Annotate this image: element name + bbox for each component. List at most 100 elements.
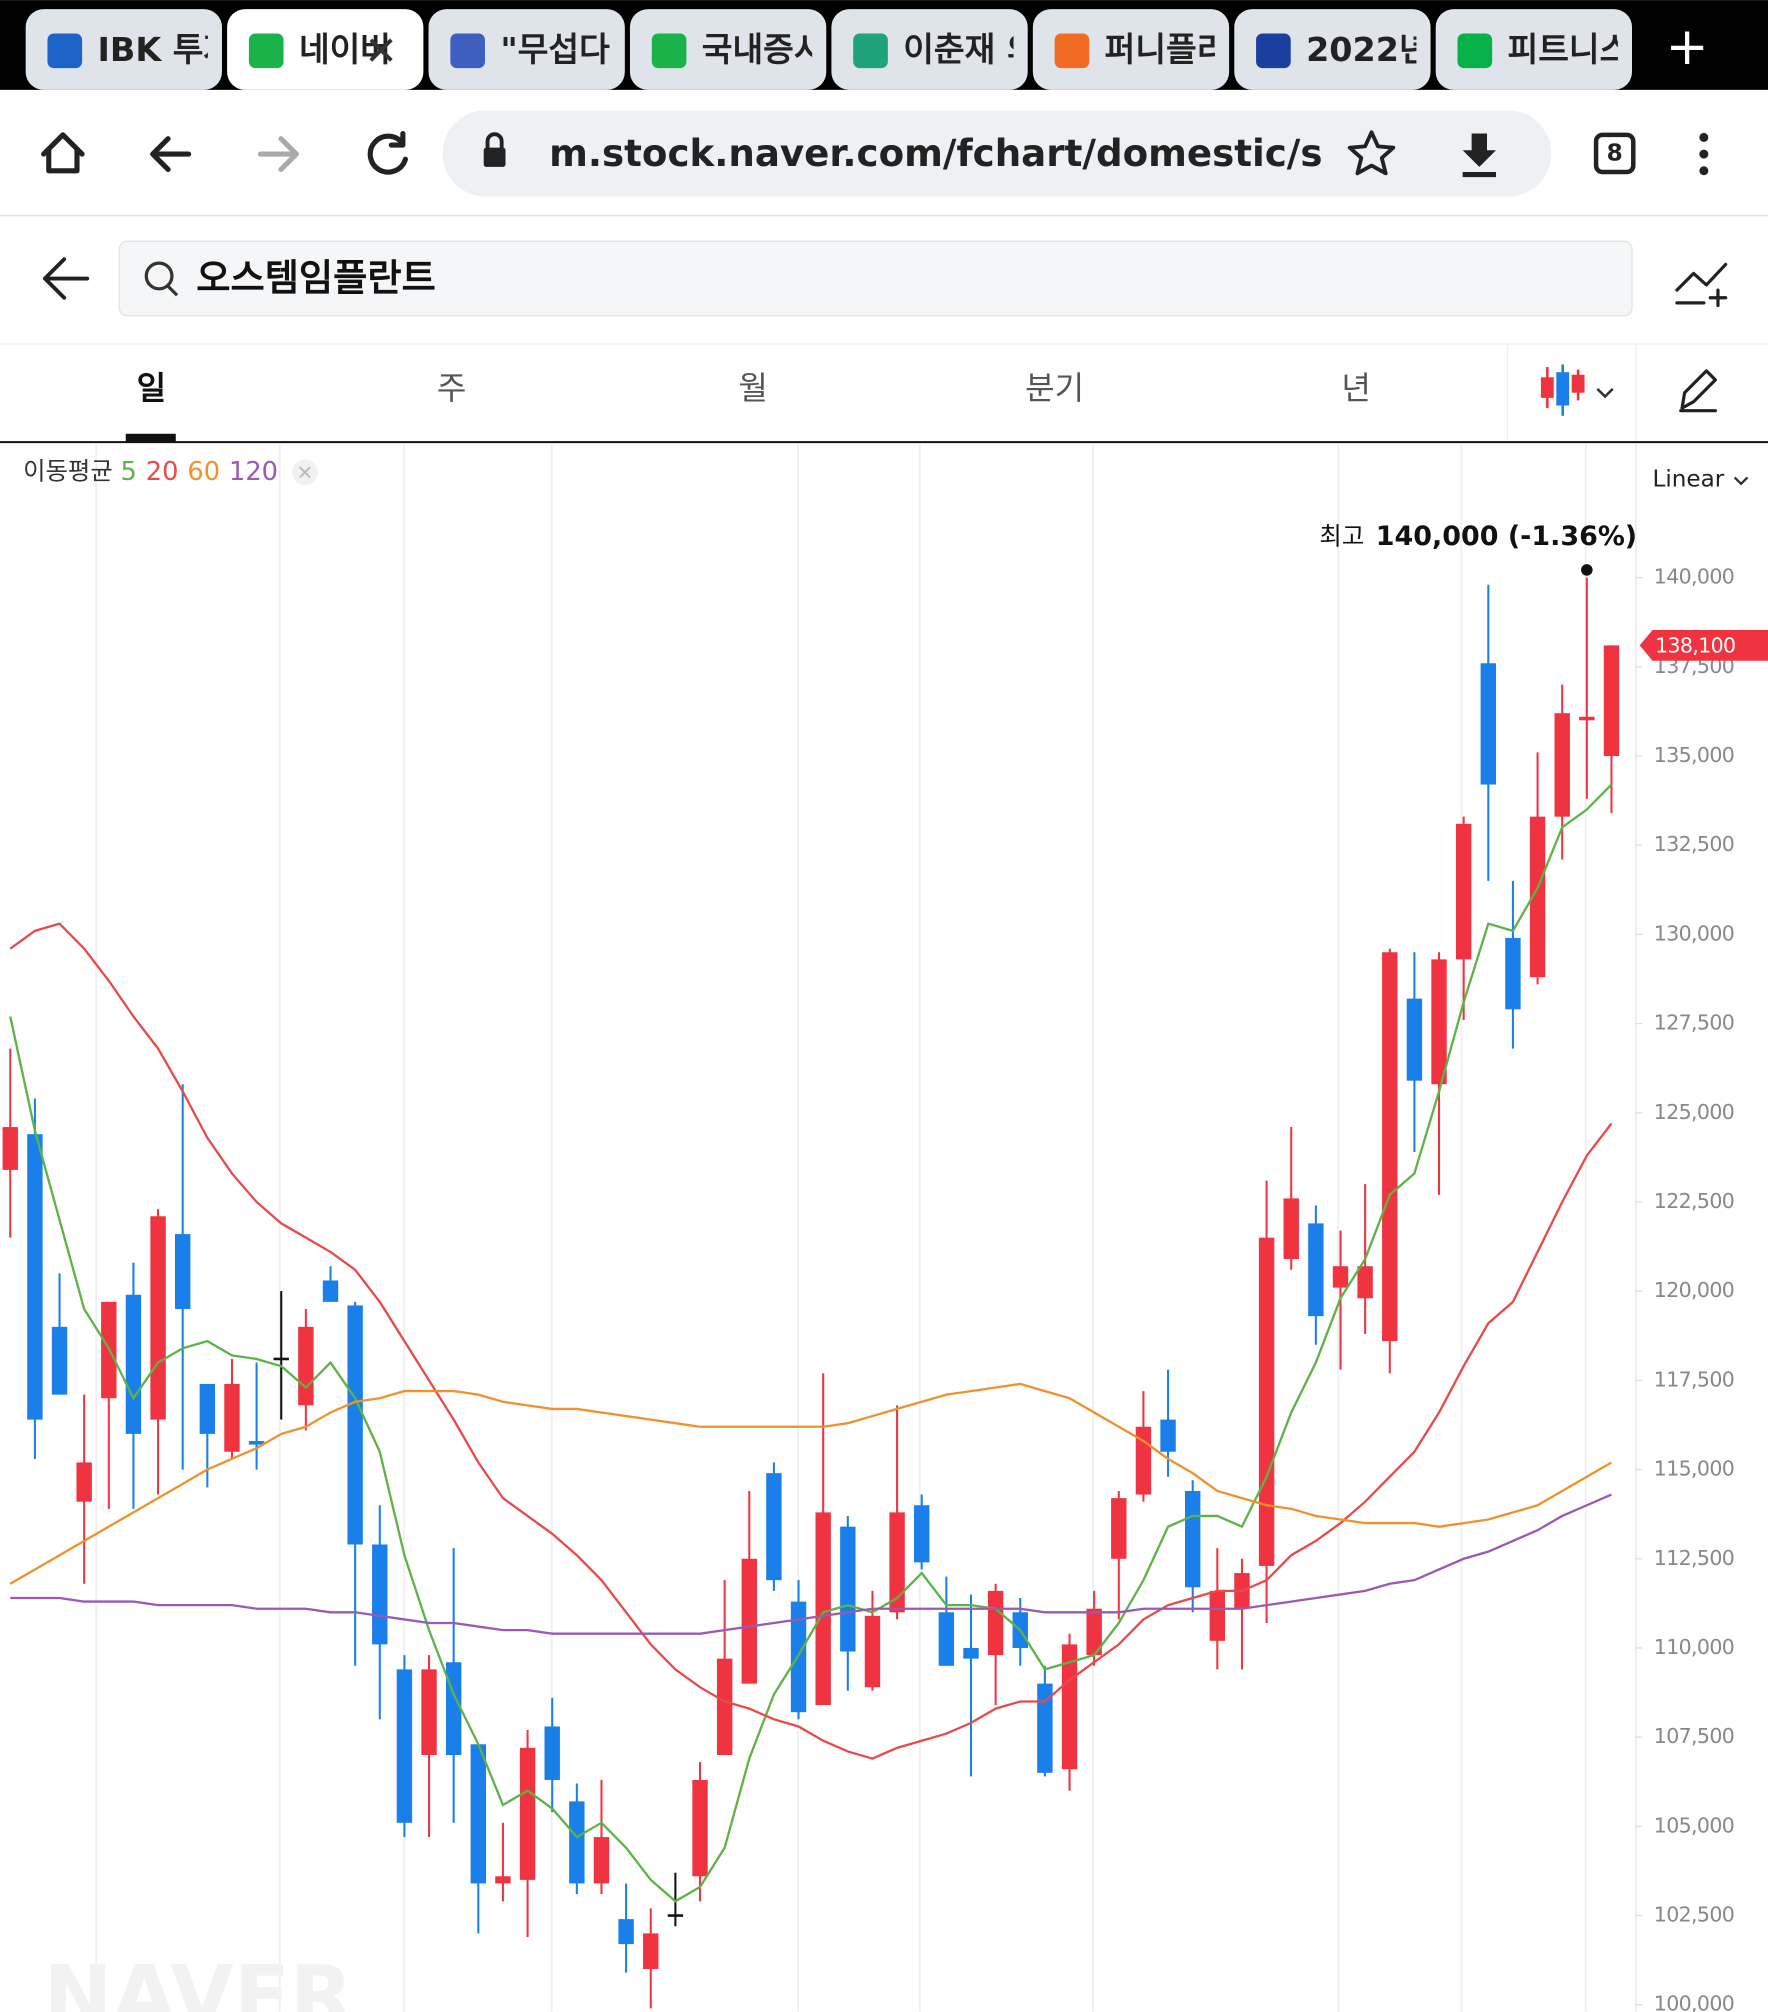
y-tick-label: 127,500 [1654,1011,1734,1035]
candle-body [495,1876,511,1884]
period-tab[interactable]: 년 [1341,369,1371,407]
candle-body [1308,1223,1324,1317]
tab[interactable]: 이춘재 의 [831,9,1037,90]
tab[interactable]: 네이버 [227,9,424,90]
candle-body [1283,1198,1299,1260]
menu-button[interactable] [1699,132,1709,176]
candle-body [298,1326,314,1406]
candle-body [643,1933,659,1970]
candle-body [987,1590,1004,1656]
legend-entry: 20 [146,457,179,487]
new-tab[interactable]: + [1666,17,1709,77]
period-tabs: 일 주 월 분기 년 [137,369,1371,407]
y-tick-label: 110,000 [1654,1635,1734,1659]
y-tick-label: 115,000 [1654,1457,1734,1481]
candle-body [1086,1608,1102,1656]
y-tick-label: 112,500 [1654,1546,1734,1570]
reload-button[interactable] [367,130,408,175]
y-tick-label: 120,000 [1654,1278,1734,1302]
candle-body [889,1512,905,1613]
page-back[interactable] [42,257,90,300]
last-price-label: 138,100 [1655,634,1735,658]
candle-body [421,1669,437,1756]
forward-button[interactable] [257,136,299,173]
y-tick-label: 107,500 [1654,1724,1734,1748]
high-marker [1581,564,1593,576]
candle-body [692,1779,708,1877]
tab[interactable]: IBK 투자 [25,9,235,90]
bookmark-button[interactable] [1347,130,1396,176]
candle-body [199,1383,216,1434]
tab-counter[interactable] [1593,132,1636,175]
high-value: 140,000 (-1.36%) [1376,521,1637,552]
candle-body [1455,823,1472,960]
candle-body [372,1544,388,1645]
candle-body [1554,713,1570,817]
chart-type-button[interactable] [1540,364,1614,416]
candle-body [347,1305,363,1545]
back-button[interactable] [150,136,192,173]
legend-close-x [299,466,311,479]
draw-button[interactable] [1679,369,1717,413]
tab-background [428,9,625,90]
y-axis: 100,000 102,500 105,000 107,500 110,000 112,5… [1635,565,1768,2012]
tab[interactable]: 퍼니플리 [1032,9,1230,90]
legend-entry: 120 [229,457,278,487]
download-button[interactable] [1462,133,1496,178]
candle-body [1603,645,1620,757]
candle-body [1505,937,1521,1010]
candle-body [1160,1419,1176,1452]
candle-body [1431,959,1447,1085]
period-tab[interactable]: 월 [738,369,768,407]
tab[interactable]: "무섭다 [428,9,625,90]
candle-body [938,1612,955,1666]
y-tick-label: 102,500 [1654,1903,1734,1927]
candle-body [150,1216,166,1420]
lock-shackle [485,132,504,149]
candle-body [1332,1266,1349,1288]
candle-body [175,1234,191,1310]
candle-body [27,1134,43,1420]
candle-body [667,1914,684,1917]
moving-average-line [10,1493,1612,1635]
y-tick-label: 132,500 [1654,832,1734,856]
tab-title: 피트니스 [1508,30,1631,69]
tab-close[interactable] [369,38,393,62]
candle-body [125,1294,142,1434]
scale-chevron [1733,476,1749,486]
legend: 5 20 60 120 [120,457,318,487]
compare-button[interactable] [1675,262,1728,308]
scale-selector[interactable]: Linear [1653,466,1725,492]
y-tick-label: 100,000 [1654,1992,1734,2012]
candle-body [322,1280,339,1302]
candle-body [51,1326,68,1395]
search-icon [144,261,174,291]
tab-favicon [47,33,83,69]
candle-body [1184,1490,1201,1588]
tab-title: IBK 투자 [98,30,235,69]
tab-favicon [248,33,284,69]
tab-background [227,9,424,90]
period-tab[interactable]: 분기 [1025,369,1084,407]
candle-body [1382,952,1398,1342]
candle-body [1357,1266,1373,1299]
moving-average-line [9,1382,1613,1585]
tab[interactable]: 2022년 [1234,9,1431,90]
tab[interactable]: 국내증시 [629,9,827,90]
y-tick-label: 117,500 [1654,1367,1734,1391]
period-tab[interactable]: 일 [137,369,167,407]
tab[interactable]: 피트니스 [1435,9,1632,90]
candle-body [1209,1590,1226,1641]
url-bar[interactable] [442,110,1552,197]
candle-body [445,1662,462,1756]
legend-entry: 60 [187,457,220,487]
tab-title: 네이버 [299,30,391,69]
home-button[interactable] [41,132,85,174]
moving-average-line [9,783,1613,1903]
last-price-tag [1639,630,1768,661]
period-tab[interactable]: 주 [437,369,467,407]
search-box[interactable] [118,240,1633,317]
tab-background [629,9,827,90]
